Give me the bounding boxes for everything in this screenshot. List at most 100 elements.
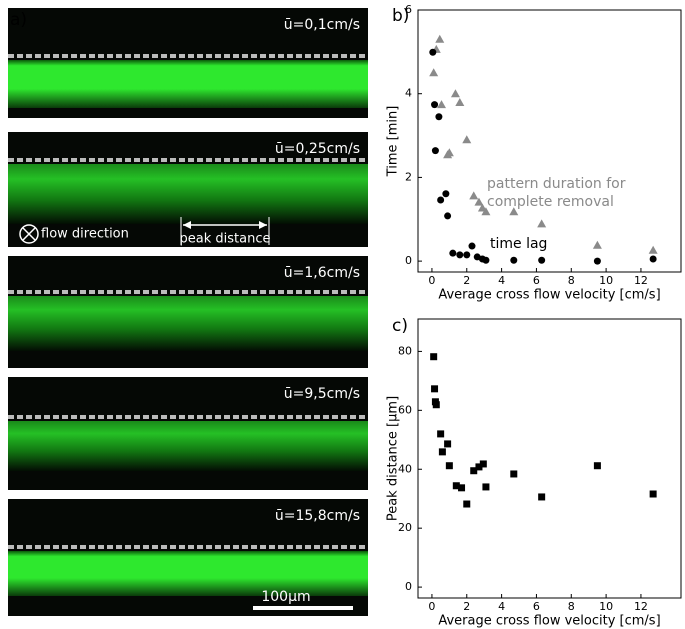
circle-marker bbox=[449, 249, 457, 257]
biofilm-band bbox=[8, 421, 368, 471]
triangle-marker bbox=[648, 245, 658, 254]
annotation: pattern duration for bbox=[487, 176, 626, 192]
square-marker bbox=[430, 353, 438, 361]
x-tick-label: 0 bbox=[428, 274, 435, 287]
x-tick-label: 8 bbox=[568, 274, 575, 287]
circle-marker bbox=[468, 242, 476, 250]
x-tick-label: 10 bbox=[599, 600, 613, 613]
scale-bar-label: 100µm bbox=[261, 589, 310, 605]
square-marker bbox=[458, 484, 466, 492]
circle-marker bbox=[593, 257, 601, 265]
image-panels: ū=0,1cm/s ū=0,25cm/s ū=1,6cm/s ū=9,5cm/s ū=1… bbox=[8, 8, 368, 616]
square-marker bbox=[479, 460, 487, 468]
plot-frame bbox=[417, 9, 682, 273]
y-tick-label: 2 bbox=[405, 170, 412, 183]
y-tick-label: 6 bbox=[405, 3, 412, 16]
biofilm-band bbox=[8, 60, 368, 108]
velocity-label: ū=9,5cm/s bbox=[284, 386, 360, 402]
circle-marker bbox=[444, 212, 452, 220]
circle-marker bbox=[463, 251, 471, 259]
circle-marker bbox=[649, 255, 657, 263]
y-tick-label: 40 bbox=[398, 462, 412, 475]
square-marker bbox=[444, 440, 452, 448]
triangle-marker bbox=[469, 191, 479, 200]
circle-marker bbox=[510, 256, 518, 264]
annotation: time lag bbox=[490, 236, 547, 252]
square-marker bbox=[438, 448, 446, 456]
chart-label: b) bbox=[392, 6, 409, 26]
square-marker bbox=[463, 500, 471, 508]
x-tick-label: 2 bbox=[463, 274, 470, 287]
triangle-marker bbox=[429, 68, 439, 77]
plot-frame bbox=[417, 318, 682, 599]
x-tick-label: 6 bbox=[533, 274, 540, 287]
scale-bar bbox=[253, 606, 353, 610]
annotation: complete removal bbox=[487, 194, 614, 210]
velocity-label: ū=15,8cm/s bbox=[275, 508, 360, 524]
square-marker bbox=[432, 401, 440, 409]
biofilm-band bbox=[8, 551, 368, 596]
circle-marker bbox=[435, 113, 443, 121]
flow-icon bbox=[19, 224, 39, 244]
circle-marker bbox=[429, 48, 437, 56]
x-tick-label: 6 bbox=[533, 600, 540, 613]
circle-marker bbox=[442, 190, 450, 198]
flow-icon-x bbox=[22, 227, 36, 241]
y-axis-label: Time [min] bbox=[386, 106, 401, 178]
x-tick-label: 12 bbox=[634, 274, 648, 287]
y-tick-label: 4 bbox=[405, 87, 412, 100]
biofilm-band bbox=[8, 164, 368, 224]
triangle-marker bbox=[481, 207, 491, 216]
square-marker bbox=[510, 470, 518, 478]
square-marker bbox=[452, 482, 460, 490]
square-marker bbox=[431, 385, 439, 393]
flow-direction-label: flow direction bbox=[41, 227, 129, 242]
x-axis-label: Average cross flow velocity [cm/s] bbox=[438, 614, 660, 629]
x-tick-label: 4 bbox=[498, 600, 505, 613]
circle-marker bbox=[437, 196, 445, 204]
y-tick-label: 80 bbox=[398, 344, 412, 357]
x-tick-label: 0 bbox=[428, 600, 435, 613]
square-marker bbox=[538, 493, 546, 501]
circle-marker bbox=[456, 251, 464, 259]
triangle-marker bbox=[455, 97, 465, 106]
circle-marker bbox=[538, 256, 546, 264]
y-tick-label: 0 bbox=[405, 254, 412, 267]
triangle-marker bbox=[444, 148, 454, 157]
circle-marker bbox=[431, 101, 439, 109]
triangle-marker bbox=[592, 240, 602, 249]
x-tick-label: 8 bbox=[568, 600, 575, 613]
triangle-marker bbox=[509, 207, 519, 216]
triangle-marker bbox=[462, 135, 472, 144]
triangle-marker bbox=[437, 100, 447, 109]
x-tick-label: 4 bbox=[498, 274, 505, 287]
triangle-marker bbox=[474, 197, 484, 206]
velocity-label: ū=0,1cm/s bbox=[284, 17, 360, 33]
square-marker bbox=[475, 463, 483, 471]
x-tick-label: 12 bbox=[634, 600, 648, 613]
square-marker bbox=[437, 430, 445, 438]
x-tick-label: 10 bbox=[599, 274, 613, 287]
x-tick-label: 2 bbox=[463, 600, 470, 613]
peak-distance-label: peak distance bbox=[180, 232, 271, 247]
y-axis-label: Peak distance [µm] bbox=[386, 396, 401, 521]
triangle-marker bbox=[450, 89, 460, 98]
x-axis-label: Average cross flow velocity [cm/s] bbox=[438, 288, 660, 303]
y-tick-label: 0 bbox=[405, 580, 412, 593]
square-marker bbox=[649, 490, 657, 498]
velocity-label: ū=1,6cm/s bbox=[284, 265, 360, 281]
velocity-label: ū=0,25cm/s bbox=[275, 141, 360, 157]
square-marker bbox=[482, 483, 490, 491]
square-marker bbox=[470, 467, 478, 475]
y-tick-label: 60 bbox=[398, 403, 412, 416]
triangle-marker bbox=[537, 219, 547, 228]
panel-label: a) bbox=[10, 10, 27, 30]
chart-label: c) bbox=[392, 316, 408, 336]
triangle-marker bbox=[435, 34, 445, 43]
square-marker bbox=[445, 462, 453, 470]
biofilm-band bbox=[8, 296, 368, 351]
circle-marker bbox=[482, 256, 490, 264]
square-marker bbox=[593, 462, 601, 470]
